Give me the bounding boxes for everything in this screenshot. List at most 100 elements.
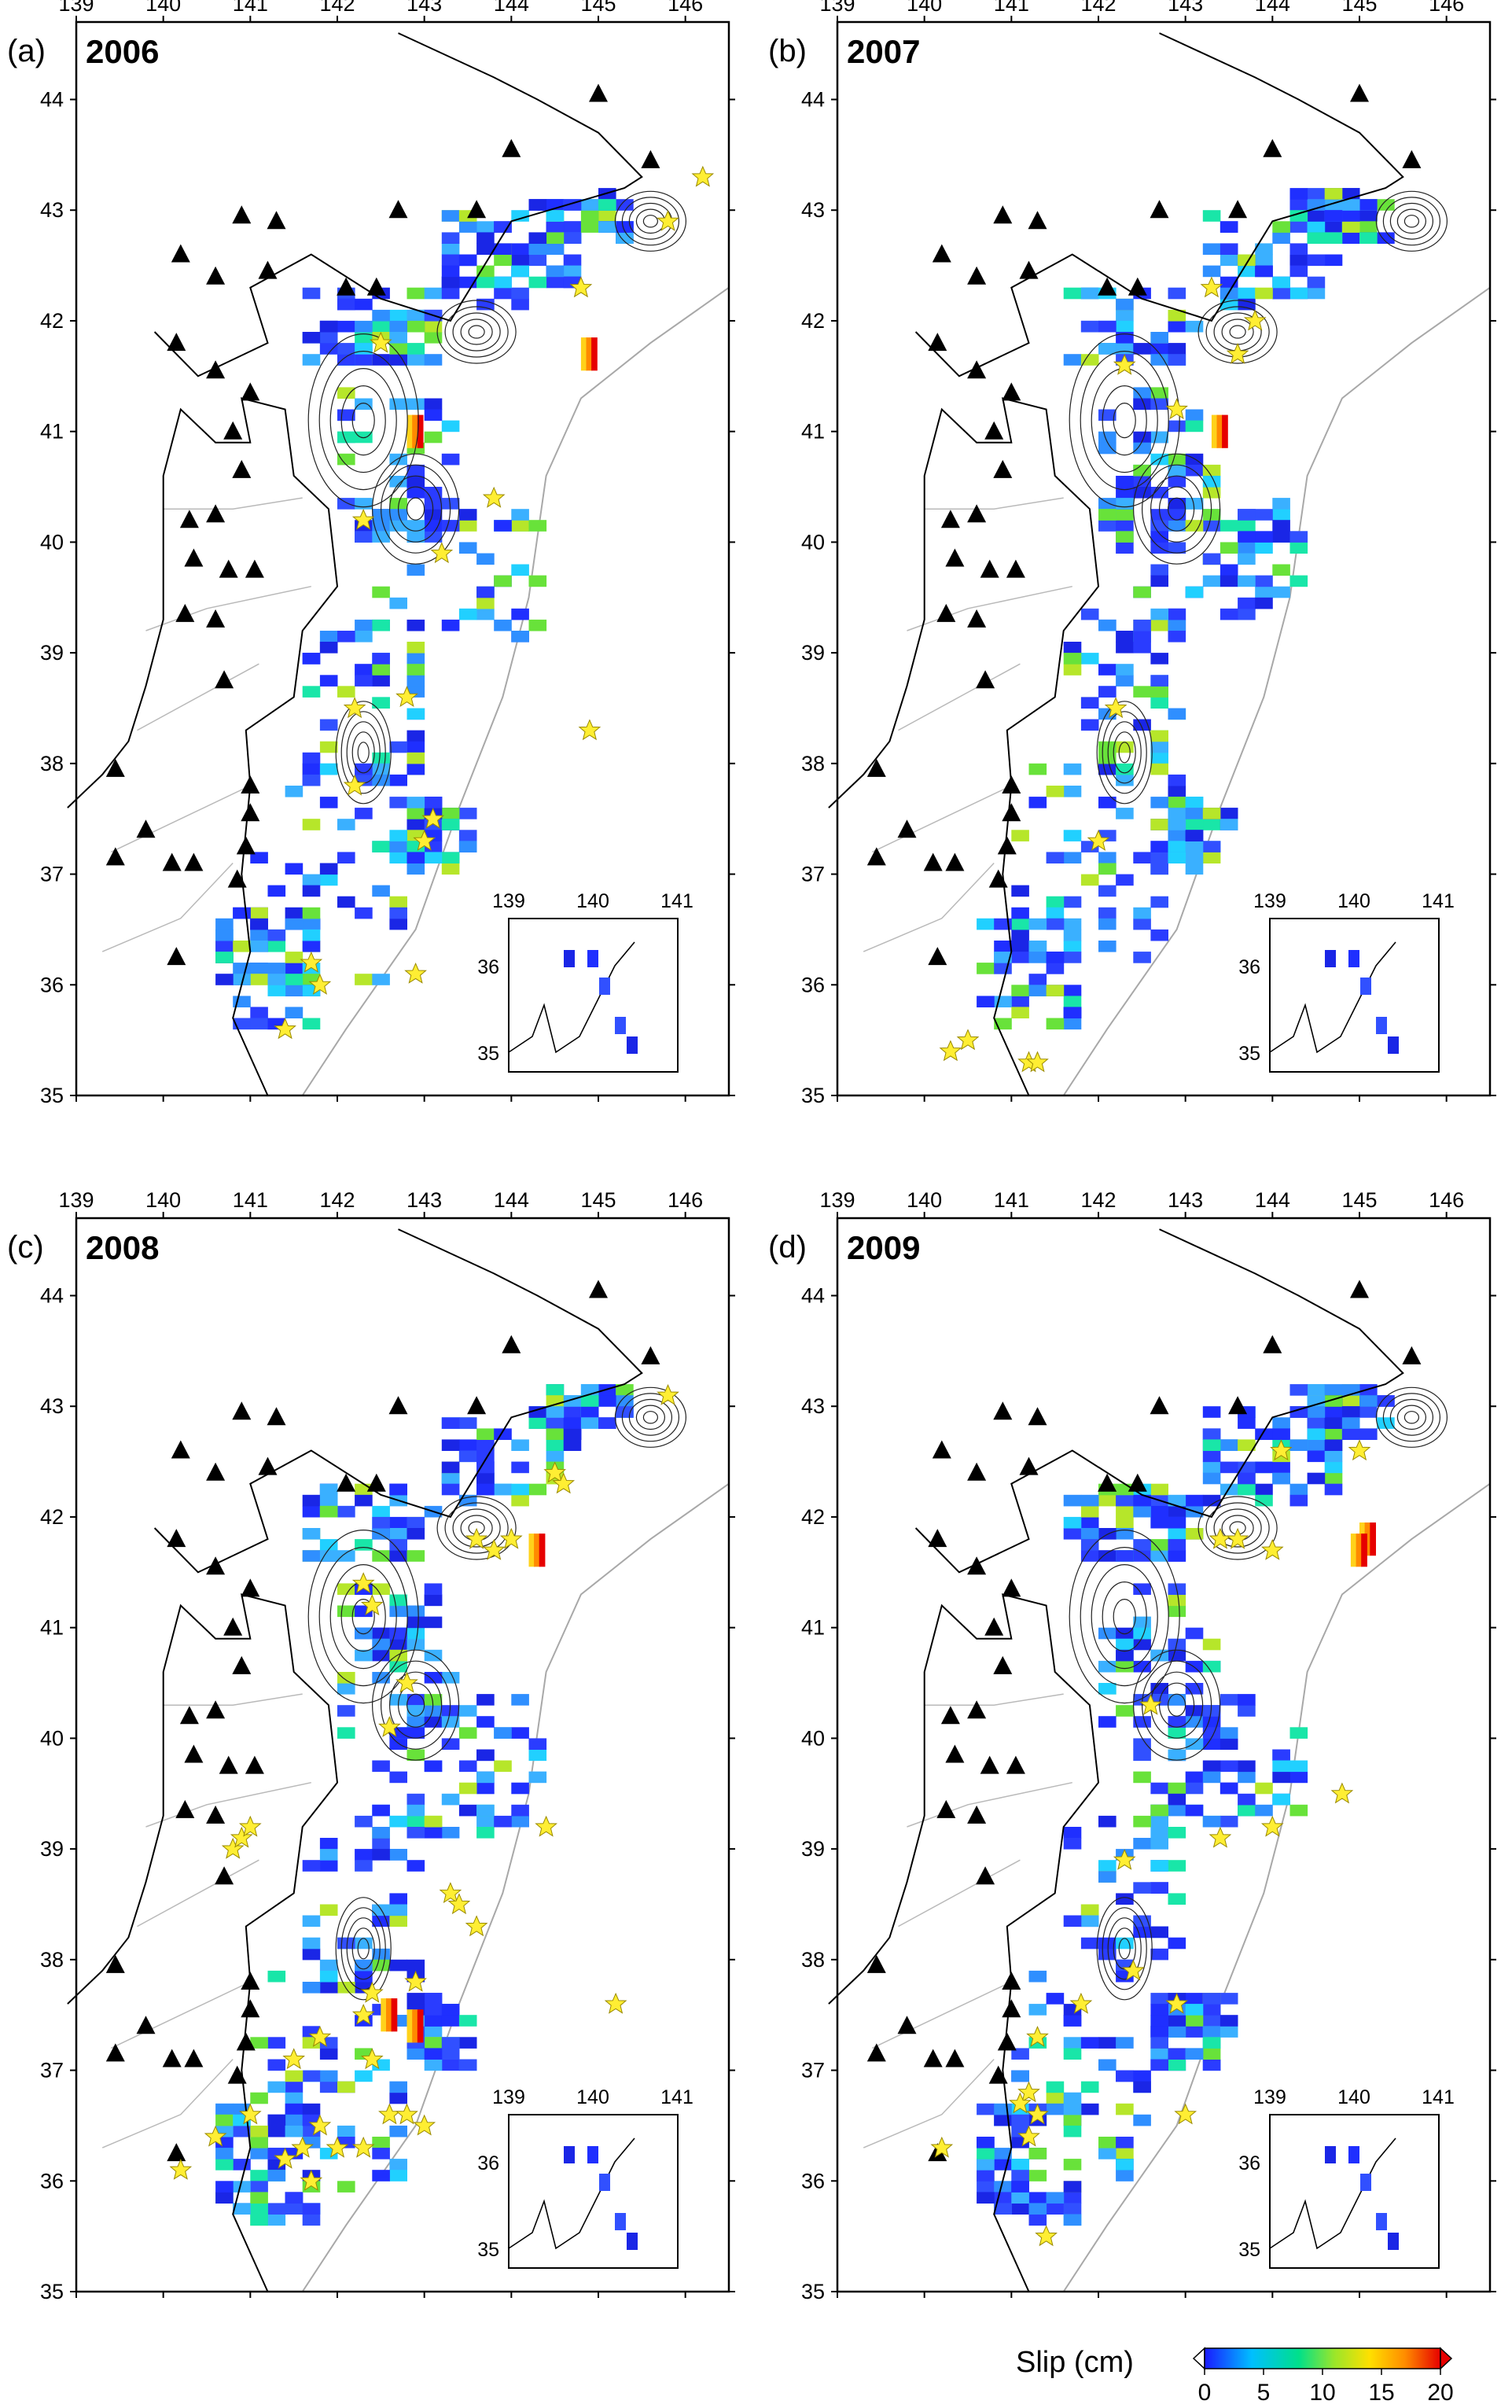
slip-cell — [424, 1993, 443, 2005]
slip-cell — [1238, 1417, 1256, 1429]
slip-cells — [977, 188, 1395, 1030]
slip-cell — [1377, 232, 1395, 244]
slip-cell — [494, 221, 512, 233]
slip-cell — [511, 1694, 529, 1706]
slip-cell — [1168, 774, 1186, 786]
slip-cell — [1168, 2026, 1186, 2038]
slip-cell — [424, 398, 443, 411]
slip-cell — [1220, 1993, 1238, 2005]
slip-cell — [285, 2125, 304, 2137]
slip-cell — [1133, 1926, 1151, 1939]
slip-cell — [977, 2170, 995, 2182]
slip-cell — [424, 2004, 443, 2016]
slip-cell — [407, 863, 425, 875]
slip-cell — [616, 221, 634, 233]
slip-cell — [1150, 1948, 1168, 1961]
slip-cell — [1272, 287, 1290, 300]
slip-cell — [407, 808, 425, 819]
slip-cell — [528, 232, 547, 244]
slip-cell — [389, 2125, 407, 2137]
slip-cell — [407, 2048, 425, 2060]
slip-cell — [1168, 2059, 1186, 2071]
slip-cell — [1238, 1793, 1256, 1806]
slip-cell — [319, 874, 338, 886]
lat-tick-label: 37 — [40, 2059, 64, 2082]
slip-cell — [1185, 1494, 1204, 1507]
slip-cell — [319, 1483, 338, 1496]
slip-cell — [1255, 1483, 1273, 1496]
slip-cell — [1046, 952, 1065, 963]
slip-cell — [994, 2148, 1012, 2159]
afterslip-contour — [398, 486, 434, 532]
slip-cell-high — [1361, 1534, 1367, 1567]
slip-cell — [407, 1550, 425, 1562]
slip-cell — [441, 1461, 460, 1474]
slip-cell — [476, 1472, 495, 1485]
slip-cell — [1046, 963, 1065, 974]
slip-cell — [407, 1727, 425, 1739]
slip-cell — [494, 243, 512, 255]
slip-cell — [1202, 2026, 1221, 2038]
slip-cell — [1289, 531, 1308, 543]
slip-cell — [233, 941, 251, 952]
slip-cell — [458, 608, 477, 620]
colorbar-tick-label: 15 — [1368, 2380, 1394, 2406]
slip-cell — [215, 918, 234, 930]
slip-cell — [977, 2192, 995, 2204]
panel-year: 2008 — [86, 1229, 159, 1266]
lat-tick-label: 44 — [801, 1284, 825, 1308]
slip-cell — [494, 254, 512, 267]
slip-cell — [389, 1483, 407, 1496]
slip-cell — [1168, 1494, 1186, 1507]
slip-cell — [1116, 520, 1134, 532]
afterslip-contour — [628, 1398, 673, 1436]
slip-cell — [598, 1395, 616, 1407]
slip-cell — [546, 243, 565, 255]
slip-cell — [1080, 697, 1099, 709]
slip-cell — [528, 254, 547, 267]
slip-cell — [1185, 1771, 1204, 1784]
lon-tick-label: 145 — [580, 1188, 616, 1212]
slip-cell — [1168, 498, 1186, 510]
lon-tick-label: 146 — [668, 1188, 703, 1212]
slip-cell — [1168, 520, 1186, 532]
slip-cell — [1133, 852, 1151, 863]
slip-cell — [372, 2148, 390, 2159]
slip-cell — [1150, 763, 1168, 775]
slip-cell — [1324, 1384, 1343, 1396]
slip-cell-high — [1356, 1534, 1363, 1567]
slip-cell — [1255, 1461, 1273, 1474]
slip-cell — [355, 1815, 373, 1828]
slip-cell — [1116, 874, 1134, 886]
slip-cell — [1150, 697, 1168, 709]
slip-cell — [372, 1583, 390, 1595]
slip-cell — [372, 1627, 390, 1640]
slip-cell — [1150, 1483, 1168, 1496]
lat-tick-label: 40 — [801, 1726, 825, 1750]
slip-cell — [1028, 763, 1047, 775]
inset-slip-cell — [587, 950, 598, 967]
slip-cell — [1063, 830, 1082, 841]
slip-cell — [1324, 232, 1343, 244]
afterslip-contour — [1396, 1405, 1427, 1430]
slip-cell — [1063, 1528, 1082, 1540]
slip-cell — [1202, 553, 1221, 565]
lat-tick-label: 35 — [801, 1084, 825, 1107]
slip-cell — [319, 2081, 338, 2093]
slip-cell — [1289, 1804, 1308, 1817]
prefecture-boundary — [907, 1781, 1072, 1828]
slip-cell — [1272, 1417, 1290, 1429]
afterslip-contour — [436, 300, 517, 364]
slip-cell — [407, 1516, 425, 1529]
slip-cell — [389, 520, 407, 532]
slip-cell — [1028, 2148, 1047, 2159]
slip-cell — [1098, 1860, 1117, 1872]
slip-cell — [407, 1804, 425, 1817]
slip-cell — [215, 2148, 234, 2159]
slip-cell — [1238, 542, 1256, 554]
slip-cell — [407, 752, 425, 764]
afterslip-contour — [389, 475, 443, 543]
slip-cell — [1133, 1494, 1151, 1507]
slip-cell — [1133, 2070, 1151, 2082]
lat-tick-label: 41 — [801, 1616, 825, 1640]
